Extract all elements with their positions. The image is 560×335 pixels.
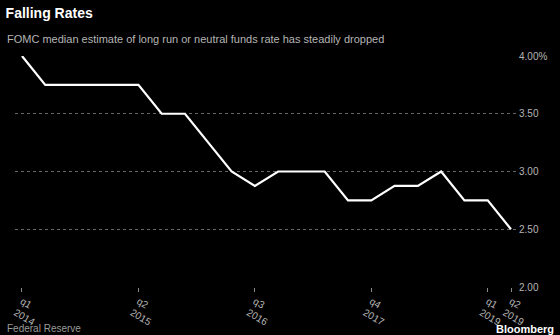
svg-text:q12019: q12019 [478, 296, 510, 328]
svg-text:Bloomberg: Bloomberg [496, 323, 554, 335]
svg-text:2.00: 2.00 [519, 282, 539, 293]
svg-text:2.50: 2.50 [519, 224, 539, 235]
svg-text:q32016: q32016 [245, 296, 277, 328]
svg-text:3.50: 3.50 [519, 108, 539, 119]
svg-text:q22019: q22019 [501, 296, 533, 328]
svg-text:q12014: q12014 [12, 296, 44, 328]
svg-text:Federal Reserve: Federal Reserve [7, 323, 81, 334]
svg-text:q22015: q22015 [128, 296, 160, 328]
svg-text:q42017: q42017 [361, 296, 393, 328]
svg-text:Falling Rates: Falling Rates [6, 5, 93, 21]
svg-text:3.00: 3.00 [519, 166, 539, 177]
svg-text:4.00%: 4.00% [519, 51, 547, 62]
svg-text:FOMC median estimate of long r: FOMC median estimate of long run or neut… [7, 33, 384, 45]
